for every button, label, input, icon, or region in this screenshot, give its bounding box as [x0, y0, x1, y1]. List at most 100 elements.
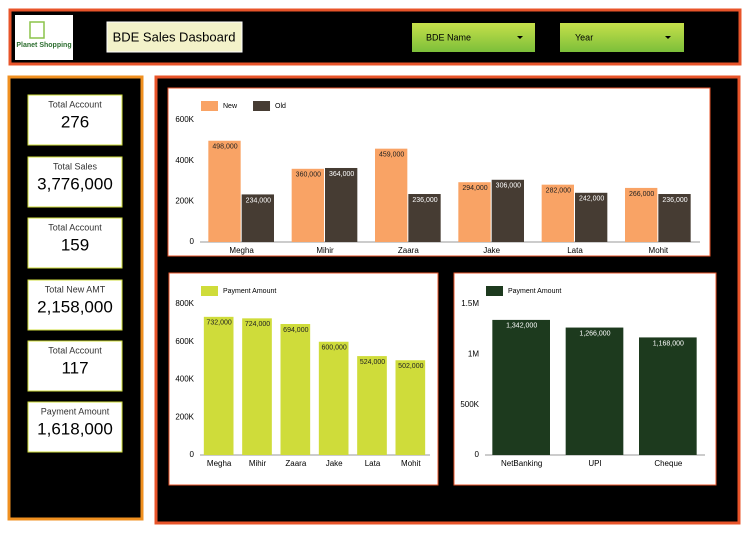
data-label: 266,000 [629, 191, 654, 198]
data-label: 306,000 [496, 183, 521, 190]
y-tick-label: 1.5M [461, 299, 479, 308]
x-tick-label: Megha [207, 459, 232, 468]
kpi-label: Payment Amount [41, 406, 110, 416]
data-label: 732,000 [207, 320, 232, 327]
x-tick-label: Zaara [398, 246, 419, 255]
kpi-label: Total Sales [53, 161, 98, 171]
kpi-card [27, 217, 123, 269]
legend-label: Payment Amount [223, 288, 276, 295]
y-tick-label: 200K [175, 412, 194, 421]
bar [242, 318, 272, 455]
data-label: 502,000 [398, 363, 423, 370]
kpi-card [27, 279, 123, 331]
legend-label: Old [275, 103, 286, 110]
y-tick-label: 600K [175, 337, 194, 346]
x-tick-label: Zaara [285, 459, 306, 468]
x-tick-label: Mihir [316, 246, 334, 255]
bar [492, 319, 550, 455]
y-tick-label: 800K [175, 299, 194, 308]
bar [241, 194, 274, 242]
bar [625, 187, 658, 242]
legend-label: Payment Amount [508, 288, 561, 295]
legend-swatch [201, 286, 218, 296]
kpi-value: 276 [61, 112, 89, 131]
kpi-card [27, 340, 123, 392]
data-label: 694,000 [283, 327, 308, 334]
kpi-label: Total Account [48, 345, 102, 355]
filter-dropdown[interactable] [560, 23, 684, 52]
kpi-value: 159 [61, 235, 89, 254]
title-box [106, 21, 243, 53]
filter-label[interactable]: BDE Name [426, 32, 471, 42]
bar [395, 360, 426, 455]
logo-text: Planet Shopping [16, 42, 71, 49]
bar [375, 148, 408, 242]
y-tick-label: 0 [190, 450, 195, 459]
y-tick-label: 200K [175, 196, 194, 205]
bar [491, 179, 524, 242]
data-label: 498,000 [212, 144, 237, 151]
kpi-value: 3,776,000 [37, 174, 113, 193]
x-tick-label: NetBanking [501, 459, 542, 468]
x-tick-label: Lata [567, 246, 583, 255]
data-label: 364,000 [329, 171, 354, 178]
y-tick-label: 400K [175, 156, 194, 165]
legend-swatch [253, 101, 271, 111]
legend-swatch [201, 101, 218, 111]
dropdown-arrow [665, 36, 671, 39]
data-label: 600,000 [322, 345, 347, 352]
bar [291, 168, 324, 242]
x-tick-label: Cheque [654, 459, 683, 468]
bar [408, 194, 441, 242]
x-tick-label: Mihir [249, 459, 267, 468]
data-label: 236,000 [412, 197, 437, 204]
kpi-value: 1,618,000 [37, 419, 113, 438]
data-label: 1,168,000 [653, 340, 684, 347]
data-label: 294,000 [462, 185, 487, 192]
bar [639, 337, 697, 455]
data-label: 234,000 [246, 197, 271, 204]
x-tick-label: Mohit [401, 459, 421, 468]
bar [318, 341, 349, 455]
x-tick-label: Mohit [649, 246, 669, 255]
filter-dropdown[interactable] [412, 23, 535, 52]
x-tick-label: Lata [365, 459, 381, 468]
bar [325, 167, 358, 242]
dropdown-arrow [517, 36, 523, 39]
y-tick-label: 600K [175, 115, 194, 124]
kpi-value: 2,158,000 [37, 297, 113, 316]
bar [658, 194, 691, 242]
bar [208, 140, 241, 242]
data-label: 242,000 [579, 196, 604, 203]
kpi-value: 117 [61, 358, 88, 377]
kpi-label: Total Account [48, 222, 102, 232]
x-tick-label: Jake [326, 459, 343, 468]
legend-swatch [486, 286, 503, 296]
logo-bag [29, 21, 45, 39]
data-label: 360,000 [296, 172, 321, 179]
data-label: 282,000 [546, 188, 571, 195]
data-label: 1,342,000 [506, 323, 537, 330]
data-label: 524,000 [360, 359, 385, 366]
x-tick-label: Jake [483, 246, 500, 255]
filter-label[interactable]: Year [575, 32, 593, 42]
data-label: 724,000 [245, 321, 270, 328]
dashboard-title: BDE Sales Dasboard [113, 29, 236, 44]
kpi-card [27, 156, 123, 208]
bar [565, 327, 624, 455]
y-tick-label: 500K [460, 400, 479, 409]
y-tick-label: 0 [190, 237, 195, 246]
legend-label: New [223, 103, 238, 110]
x-tick-label: Megha [229, 246, 254, 255]
y-tick-label: 1M [468, 349, 479, 358]
kpi-card [27, 94, 123, 146]
bar [541, 184, 574, 242]
kpi-label: Total Account [48, 99, 102, 109]
bar [458, 182, 491, 242]
kpi-card [27, 401, 123, 453]
y-tick-label: 400K [175, 375, 194, 384]
bar [357, 356, 387, 455]
bar [280, 324, 311, 455]
x-tick-label: UPI [588, 459, 601, 468]
